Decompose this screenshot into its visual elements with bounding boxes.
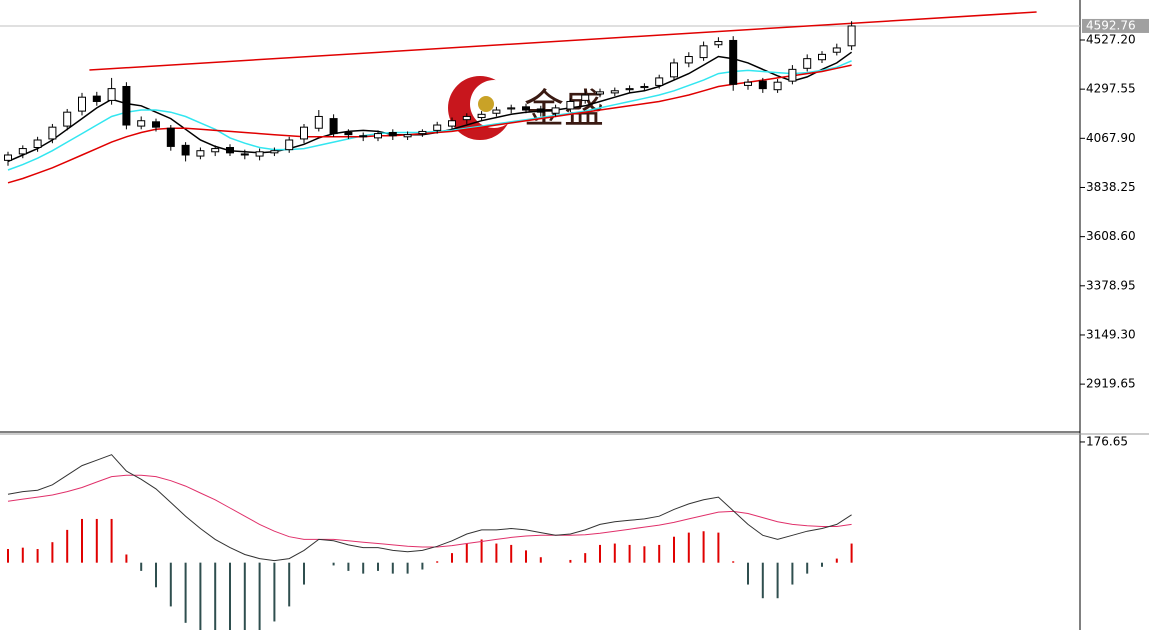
moving-average <box>7 60 852 171</box>
y-tick-label: 4297.55 <box>1086 82 1136 96</box>
candle-body <box>492 109 501 114</box>
candle-body <box>300 126 308 140</box>
candle-body <box>403 134 412 138</box>
candle-body <box>33 139 42 148</box>
macd-dea-line <box>7 474 852 548</box>
macd-y-tick-label: 176.65 <box>1086 434 1128 448</box>
candle-body <box>255 151 264 157</box>
candle-body <box>522 106 530 111</box>
candle-body <box>610 90 619 94</box>
candle-body <box>211 148 220 153</box>
candle-body <box>758 80 767 90</box>
candle-body <box>847 25 856 47</box>
y-tick-label: 2919.65 <box>1086 377 1136 391</box>
candle-body <box>63 111 72 127</box>
y-tick-label: 3838.25 <box>1086 180 1136 194</box>
candle-body <box>462 115 471 121</box>
candle-body <box>640 85 649 89</box>
candle-body <box>744 81 752 86</box>
moving-average <box>7 51 853 163</box>
candle-body <box>226 146 234 154</box>
candle-body <box>388 132 397 137</box>
trendline <box>89 11 1037 71</box>
candle-body <box>196 150 205 157</box>
macd-dif-line <box>7 454 852 562</box>
y-tick-label: 3378.95 <box>1086 278 1136 292</box>
y-tick-label: 4067.90 <box>1086 131 1136 145</box>
candle-body <box>581 94 590 101</box>
y-tick-label: 3149.30 <box>1086 327 1136 341</box>
candle-body <box>122 85 131 126</box>
candle-body <box>314 115 323 129</box>
candle-body <box>240 153 249 156</box>
candle-body <box>270 150 279 154</box>
candle-body <box>92 95 101 102</box>
candle-body <box>78 96 86 112</box>
candle-body <box>625 88 634 91</box>
candle-body <box>137 120 146 127</box>
moving-average <box>7 64 852 184</box>
candle-body <box>107 88 116 101</box>
candle-body <box>507 107 516 110</box>
candle-body <box>152 121 160 128</box>
candle-body <box>729 39 738 85</box>
last-price-box <box>1082 18 1149 33</box>
candle-body <box>285 139 294 151</box>
candle-body <box>684 56 693 64</box>
candle-body <box>329 118 338 135</box>
candle-body <box>773 81 782 91</box>
candle-body <box>803 58 812 69</box>
last-price-label: 4592.76 <box>1086 18 1136 32</box>
candle-body <box>4 154 12 161</box>
logo-dot <box>478 96 494 112</box>
candle-body <box>714 41 723 46</box>
candle-body <box>344 132 353 136</box>
candle-body <box>655 77 664 86</box>
candle-body <box>566 100 575 110</box>
candle-body <box>166 127 175 147</box>
candle-body <box>551 107 560 114</box>
candle-body <box>699 45 708 59</box>
candle-body <box>832 47 841 53</box>
candle-body <box>18 148 27 155</box>
candle-body <box>433 124 442 131</box>
y-tick-label: 4527.20 <box>1086 32 1136 46</box>
candle-body <box>818 53 826 61</box>
candle-body <box>596 91 604 95</box>
candle-body <box>181 144 190 156</box>
candle-body <box>48 126 57 140</box>
candle-body <box>477 113 486 119</box>
candle-body <box>788 68 797 82</box>
candle-body <box>359 135 368 138</box>
y-tick-label: 3608.60 <box>1086 229 1136 243</box>
candle-body <box>448 120 456 127</box>
candle-body <box>670 62 678 78</box>
candle-body <box>374 133 382 139</box>
candle-body <box>536 108 545 113</box>
candle-body <box>418 130 427 135</box>
